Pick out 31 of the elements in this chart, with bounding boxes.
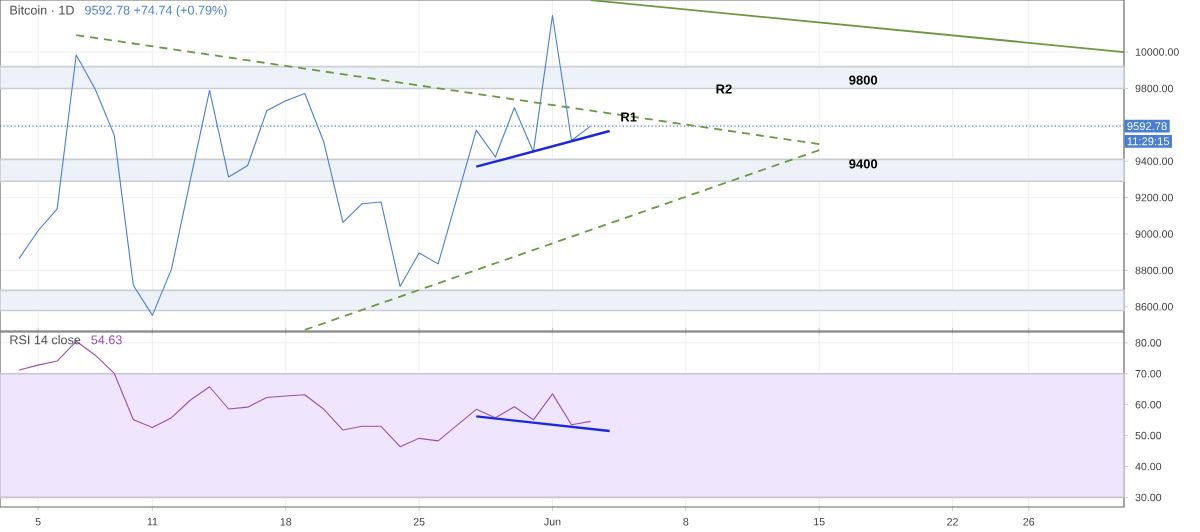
y-tick-label: 9800.00 xyxy=(1135,84,1173,93)
x-tick-label: 8 xyxy=(683,518,689,526)
annotation: 9800 xyxy=(849,75,878,85)
annotation: R2 xyxy=(716,84,732,94)
x-tick-label: 11 xyxy=(147,518,158,526)
y-tick-label: 8800.00 xyxy=(1135,266,1173,275)
y-tick-label: 60.00 xyxy=(1135,400,1162,409)
y-tick-label: 30.00 xyxy=(1135,493,1162,502)
chart-title: RSI 14 close xyxy=(10,335,81,345)
y-tick-label: 40.00 xyxy=(1135,462,1162,471)
chart-subtitle: 54.63 xyxy=(91,335,122,345)
x-tick-label: 26 xyxy=(1023,518,1035,526)
y-tick-label: 80.00 xyxy=(1135,339,1162,347)
x-tick-label: 18 xyxy=(280,518,292,526)
y-tick-label: 9000.00 xyxy=(1135,230,1173,238)
x-tick-label: 25 xyxy=(413,518,425,526)
y-tick-label: 70.00 xyxy=(1135,369,1162,378)
x-tick-label: Jun xyxy=(544,518,561,526)
y-tick-label: 9200.00 xyxy=(1135,193,1173,202)
chart-title: Bitcoin · 1D xyxy=(10,5,74,15)
x-tick-label: 5 xyxy=(35,518,41,526)
x-tick-label: 22 xyxy=(947,518,958,526)
y-tick-label: 9400.00 xyxy=(1135,157,1173,165)
annotation: 9400 xyxy=(849,159,878,169)
y-tick-label: 8600.00 xyxy=(1135,303,1173,311)
chart-subtitle: 9592.78 +74.74 (+0.79%) xyxy=(85,5,227,18)
y-tick-label: 10000.00 xyxy=(1135,48,1179,56)
text: 11:29:15 xyxy=(1127,137,1170,146)
ref-line-label: 9592.78 xyxy=(1127,122,1167,131)
x-tick-label: 15 xyxy=(814,518,825,526)
y-tick-label: 50.00 xyxy=(1135,431,1162,440)
